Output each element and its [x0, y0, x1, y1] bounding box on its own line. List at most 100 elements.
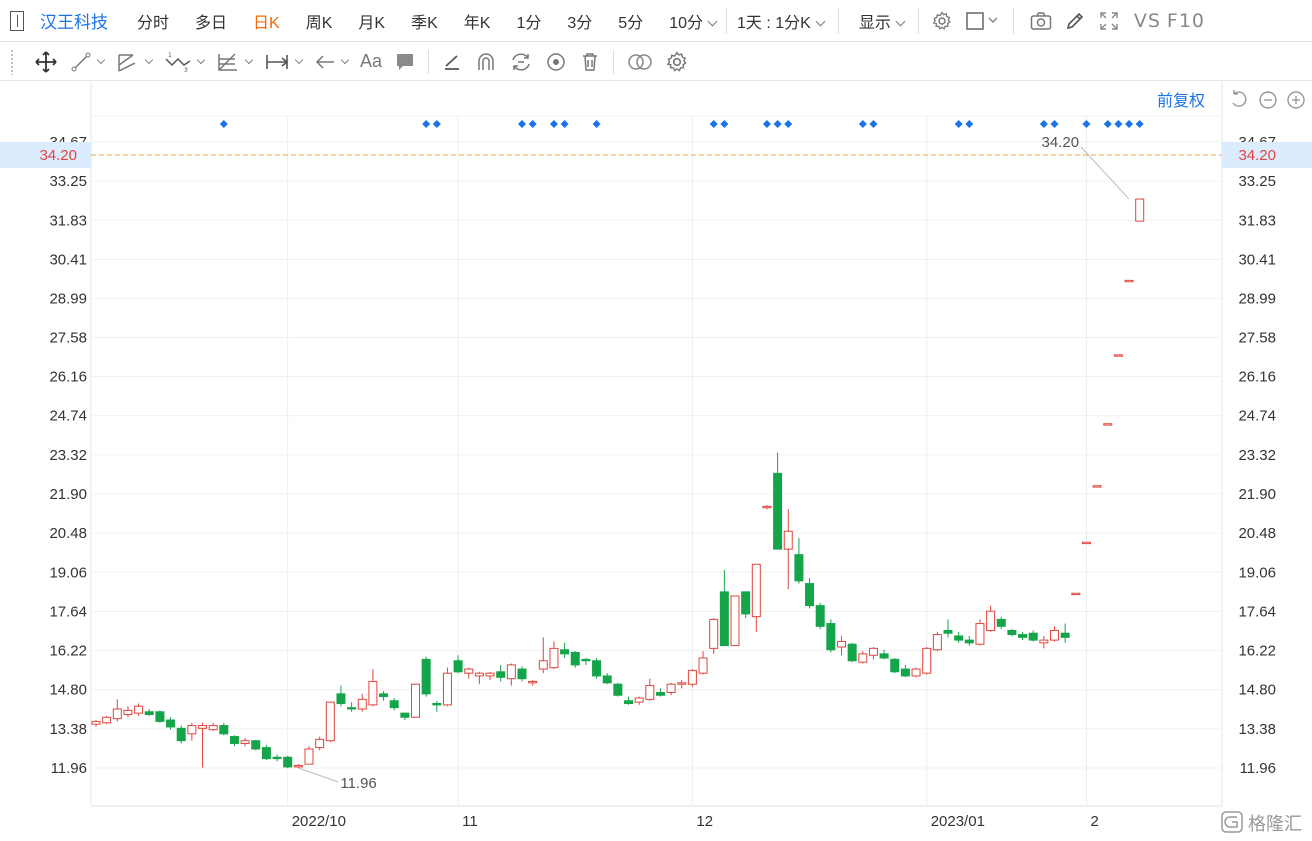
tab-period-weekly[interactable]: 周K	[305, 14, 333, 32]
event-marker-icon[interactable]	[219, 120, 228, 128]
event-marker-icon[interactable]	[1082, 120, 1091, 128]
event-marker-icon[interactable]	[1114, 120, 1123, 128]
text-tool[interactable]: Aa	[360, 51, 382, 72]
tab-period-monthly[interactable]: 月K	[358, 14, 386, 32]
event-marker-icon[interactable]	[549, 120, 558, 128]
event-marker-icon[interactable]	[518, 120, 526, 128]
event-marker-icon[interactable]	[1125, 120, 1134, 128]
parallel-channel-icon	[118, 53, 136, 72]
event-marker-icon[interactable]	[528, 120, 537, 128]
brush-tool[interactable]	[441, 51, 463, 73]
overlay-tool[interactable]	[626, 51, 654, 73]
measure-tool[interactable]	[264, 51, 304, 73]
event-marker-icon[interactable]	[784, 120, 793, 128]
tab-period-1min[interactable]: 1分	[516, 14, 542, 32]
candle	[112, 699, 122, 722]
candle-body	[975, 623, 985, 645]
fullscreen-icon[interactable]	[1098, 10, 1120, 32]
candle-body	[794, 554, 804, 582]
display-menu[interactable]: 显示	[859, 9, 906, 33]
candle	[581, 658, 591, 665]
draw-settings-tool[interactable]	[666, 50, 688, 73]
move-tool[interactable]	[34, 50, 58, 74]
candle	[229, 735, 239, 747]
candle-body	[219, 725, 229, 735]
candle	[964, 635, 974, 646]
event-marker-icon[interactable]	[1050, 120, 1059, 128]
candle	[996, 616, 1006, 630]
move-arrows-icon	[35, 50, 57, 73]
event-marker-icon[interactable]	[709, 120, 718, 128]
tab-period-3min[interactable]: 3分	[567, 14, 593, 32]
y-tick-label-right: 31.83	[1238, 212, 1276, 229]
zoom-in-icon[interactable]	[1287, 91, 1305, 109]
reset-icon[interactable]	[1232, 90, 1247, 107]
candle	[464, 667, 474, 679]
candle	[538, 637, 548, 674]
visibility-tool[interactable]	[545, 51, 567, 73]
event-marker-icon[interactable]	[1103, 120, 1112, 128]
candle	[1092, 485, 1102, 488]
f10-button[interactable]: F10	[1166, 9, 1205, 32]
tab-period-yearly[interactable]: 年K	[463, 14, 491, 32]
event-marker-icon[interactable]	[592, 120, 601, 128]
candle	[1103, 423, 1113, 426]
event-marker-icon[interactable]	[954, 120, 963, 128]
camera-icon[interactable]	[1030, 10, 1052, 32]
delete-tool[interactable]	[579, 51, 601, 73]
event-marker-icon[interactable]	[858, 120, 867, 128]
event-marker-icon[interactable]	[1135, 120, 1144, 128]
event-marker-icon[interactable]	[720, 120, 729, 128]
line-tool[interactable]	[70, 51, 106, 73]
candle	[613, 682, 623, 697]
candle-body	[155, 711, 165, 722]
sidebar-toggle-icon[interactable]	[10, 10, 24, 31]
tab-period-daily[interactable]: 日K	[253, 14, 280, 32]
candle	[1018, 631, 1028, 641]
adjust-mode-button[interactable]: 前复权	[1157, 92, 1205, 110]
drag-handle-icon[interactable]	[10, 48, 14, 75]
event-marker-icon[interactable]	[773, 120, 782, 128]
candle-body	[943, 629, 953, 634]
event-marker-icon[interactable]	[762, 120, 771, 128]
sync-tool[interactable]	[509, 51, 533, 73]
candle	[847, 642, 857, 663]
stock-name[interactable]: 汉王科技	[40, 13, 108, 32]
event-marker-icon[interactable]	[560, 120, 569, 128]
kline-select[interactable]: 1天 : 1分K	[737, 9, 826, 33]
watermark-logo: 格隆汇	[1221, 811, 1302, 835]
channel-tool[interactable]	[116, 51, 154, 73]
tab-period-quarterly[interactable]: 季K	[411, 14, 438, 32]
candle	[347, 702, 357, 712]
comment-tool[interactable]	[394, 51, 416, 73]
event-marker-icon[interactable]	[1039, 120, 1048, 128]
candle-body	[496, 671, 506, 678]
candle-body	[229, 736, 239, 744]
candle-body	[954, 635, 964, 641]
tab-period-10min[interactable]: 10分	[669, 9, 718, 33]
vs-compare-button[interactable]: VS	[1133, 9, 1161, 32]
event-marker-icon[interactable]	[965, 120, 974, 128]
magnet-tool[interactable]	[475, 51, 497, 73]
event-marker-icon[interactable]	[432, 120, 441, 128]
tab-period-5min[interactable]: 5分	[618, 14, 644, 32]
arrow-tool[interactable]	[314, 51, 350, 73]
candle	[379, 691, 389, 701]
fib-tool[interactable]	[216, 51, 254, 73]
candle-body	[379, 693, 389, 698]
layout-select-icon[interactable]	[965, 10, 1001, 32]
tab-period-multiday[interactable]: 多日	[195, 14, 228, 32]
candle-body	[730, 595, 740, 647]
settings-gear-icon[interactable]	[931, 10, 953, 32]
tab-period-intraday[interactable]: 分时	[137, 14, 170, 32]
candle-body	[783, 530, 793, 550]
zoom-out-icon[interactable]	[1259, 91, 1277, 109]
pencil-icon[interactable]	[1064, 10, 1086, 32]
candle	[592, 658, 602, 679]
event-marker-icon[interactable]	[869, 120, 878, 128]
event-marker-icon[interactable]	[422, 120, 431, 128]
y-tick-label-left: 13.38	[49, 721, 87, 738]
divider	[613, 49, 615, 74]
